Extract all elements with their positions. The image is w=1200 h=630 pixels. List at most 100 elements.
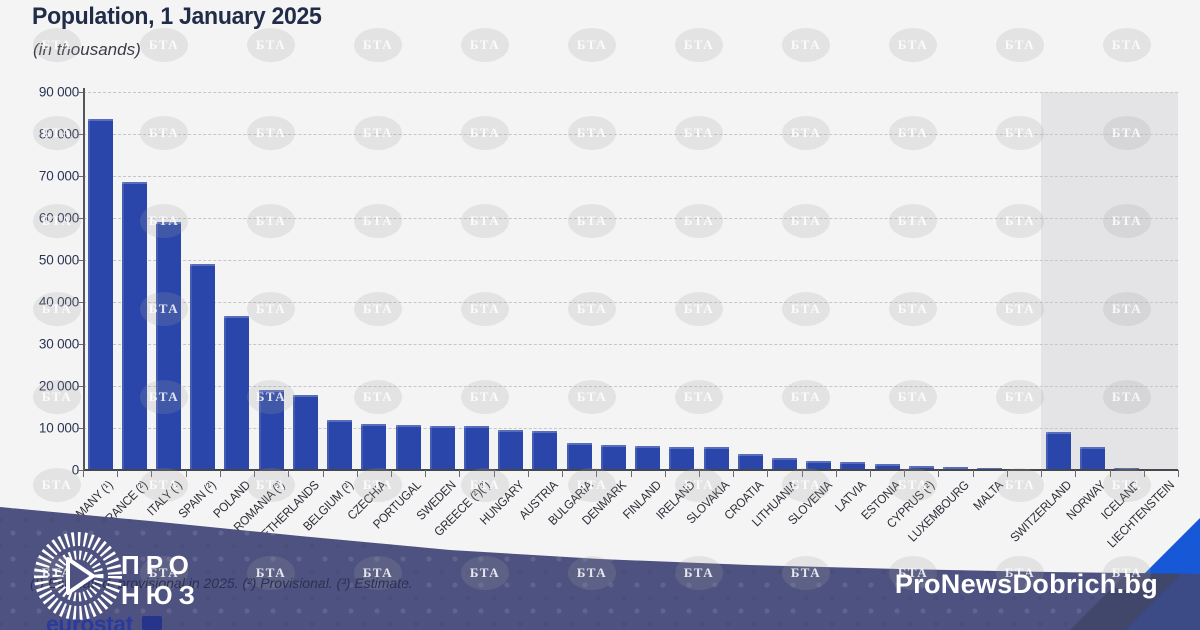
bar-bulgaria (566, 442, 592, 470)
bar-sweden (429, 425, 455, 470)
gridline (83, 428, 1178, 429)
x-axis-tick (151, 470, 153, 477)
bar-romania (258, 389, 284, 470)
pronews-logo-icon (34, 532, 122, 620)
x-axis-tick (630, 470, 632, 477)
x-axis-tick (1109, 470, 1111, 477)
gridline (83, 260, 1178, 261)
y-axis-tick (77, 386, 83, 387)
x-axis-label: MALTA (970, 478, 1006, 514)
gridline (83, 386, 1178, 387)
bar-estonia (874, 464, 900, 470)
bar-croatia (737, 453, 763, 470)
bar-malta (977, 467, 1003, 470)
x-axis-tick (596, 470, 598, 477)
y-axis-tick (77, 218, 83, 219)
y-axis-tick (77, 302, 83, 303)
bar-luxembourg (943, 467, 969, 470)
x-axis-tick (698, 470, 700, 477)
x-axis-tick (288, 470, 290, 477)
y-axis-tick-label: 30 000 (38, 336, 79, 352)
eurostat-logo: eurostat (46, 611, 133, 630)
x-axis-tick (904, 470, 906, 477)
x-axis-tick (390, 470, 392, 477)
bar-lithuania (771, 457, 797, 470)
efta-highlight-box (1041, 92, 1178, 470)
x-axis-label: LUXEMBOURG (905, 478, 972, 545)
x-axis-tick (938, 470, 940, 477)
bar-france (121, 181, 147, 470)
gridline (83, 344, 1178, 345)
x-axis-tick (972, 470, 974, 477)
x-axis-tick (767, 470, 769, 477)
y-axis-tick-label: 60 000 (38, 210, 79, 226)
bar-poland (224, 316, 250, 470)
bar-hungary (498, 429, 524, 470)
pronews-logo-text: ПРО НЮЗ (121, 550, 201, 610)
eu-flag-icon (142, 616, 162, 630)
x-axis-tick (254, 470, 256, 477)
x-axis-tick (527, 470, 529, 477)
bar-cyprus (908, 465, 934, 470)
x-axis-tick (562, 470, 564, 477)
y-axis-tick (77, 344, 83, 345)
x-axis-tick (356, 470, 358, 477)
x-axis-tick (1041, 470, 1043, 477)
x-axis-tick (664, 470, 666, 477)
bar-czechia (361, 424, 387, 470)
x-axis-tick (1143, 470, 1145, 477)
x-axis-tick (733, 470, 735, 477)
pronews-logo-line2: НЮЗ (121, 580, 201, 610)
x-axis-tick (1178, 470, 1179, 477)
y-axis-tick (77, 260, 83, 261)
bar-norway (1079, 446, 1105, 470)
y-axis-tick-label: 70 000 (38, 168, 79, 184)
x-axis-tick (801, 470, 803, 477)
bar-italy (156, 222, 182, 470)
x-axis-tick (219, 470, 221, 477)
x-axis-tick (322, 470, 324, 477)
bar-latvia (840, 462, 866, 470)
page-title: Population, 1 January 2025 (32, 3, 322, 30)
y-axis-tick (77, 470, 83, 471)
bar-slovenia (806, 461, 832, 470)
pronews-logo-line1: ПРО (121, 550, 195, 580)
bar-slovakia (703, 447, 729, 470)
y-axis-tick-label: 20 000 (38, 378, 79, 394)
gridline (83, 176, 1178, 177)
x-axis-tick (1006, 470, 1008, 477)
bar-portugal (395, 424, 421, 470)
bar-belgium (327, 420, 353, 470)
x-axis-tick (459, 470, 461, 477)
y-axis-tick-label: 10 000 (38, 420, 79, 436)
bar-germany (87, 118, 113, 470)
bar-finland (635, 446, 661, 470)
gridline (83, 92, 1178, 93)
gridline (83, 134, 1178, 135)
y-axis-tick-label: 40 000 (38, 294, 79, 310)
x-axis-tick (493, 470, 495, 477)
bar-spain (190, 263, 216, 470)
bar-netherlands (292, 394, 318, 470)
x-axis-tick (870, 470, 872, 477)
page-subtitle: (in thousands) (33, 40, 141, 59)
bar-greece (464, 426, 490, 470)
bar-switzerland (1045, 431, 1071, 470)
y-axis-tick (77, 92, 83, 93)
bar-denmark (600, 444, 626, 470)
y-axis-tick (77, 428, 83, 429)
x-axis-tick (185, 470, 187, 477)
gridline (83, 302, 1178, 303)
y-axis-tick-label: 0 (71, 462, 80, 478)
x-axis-tick (425, 470, 427, 477)
y-axis-line (83, 88, 85, 470)
chart-footnote: (¹) Estimated, provisional in 2025. (²) … (30, 575, 413, 591)
y-axis-tick-label: 80 000 (38, 126, 79, 142)
x-axis-tick (1075, 470, 1077, 477)
y-axis-tick (77, 134, 83, 135)
y-axis-tick-label: 50 000 (38, 252, 79, 268)
site-credit: ProNewsDobrich.bg (894, 569, 1158, 599)
x-axis-tick (117, 470, 119, 477)
